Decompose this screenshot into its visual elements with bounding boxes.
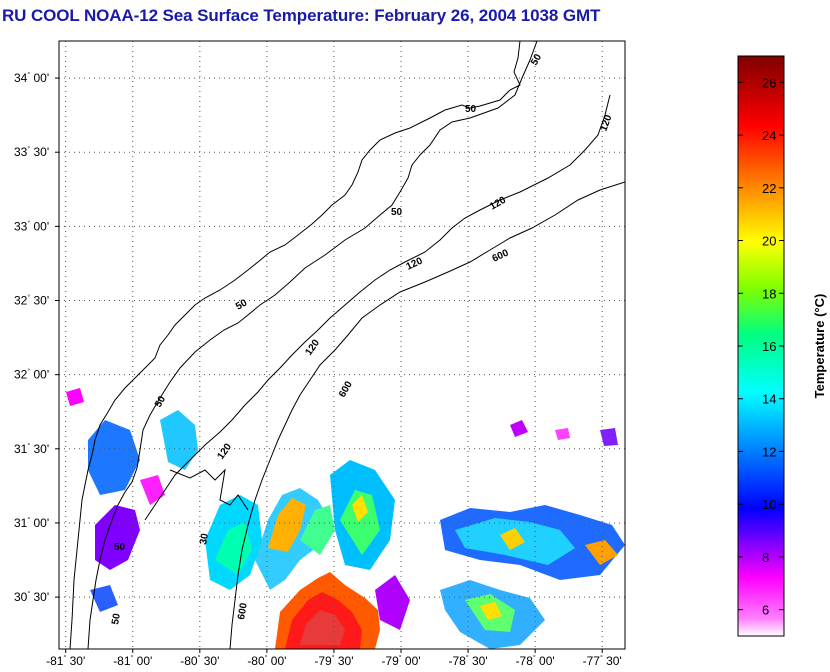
lat-tick-label: 32° 30' xyxy=(14,294,49,308)
colorbar-tick-label: 14 xyxy=(762,392,776,407)
contour-label-120-c: 120 xyxy=(405,256,425,273)
lon-tick-label: -79° 00' xyxy=(381,654,420,668)
lon-tick-label: -80° 00' xyxy=(247,654,286,668)
contour-label-600-c: 600 xyxy=(236,602,250,621)
latitude-axis: 34° 00' 33° 30' 33° 00' 32° 30' 32° 00' 31° 3… xyxy=(14,71,59,604)
contour-label-120-e: 120 xyxy=(215,441,234,461)
inshore-magenta xyxy=(140,475,165,505)
contour-label-600-b: 600 xyxy=(337,379,355,399)
coastline xyxy=(69,41,521,649)
map-frame xyxy=(58,40,626,650)
east-magenta-2 xyxy=(600,428,618,446)
lon-tick-label: -81° 30' xyxy=(46,654,85,668)
shelf-edge-warm xyxy=(268,498,306,552)
colorbar-tick-label: 12 xyxy=(762,444,776,459)
inshore-patch xyxy=(95,505,140,570)
lat-tick-label: 30° 30' xyxy=(14,590,49,604)
lat-tick-label: 34° 00' xyxy=(14,71,49,85)
lon-tick-label: -78° 30' xyxy=(449,654,488,668)
colorbar-tick-label: 6 xyxy=(762,603,769,618)
lon-tick-label: -77° 30' xyxy=(583,654,622,668)
isobath-600 xyxy=(229,181,625,649)
contour-label-50-f: 50 xyxy=(110,612,123,625)
inshore-cyan xyxy=(160,410,198,470)
contour-label-50-b: 50 xyxy=(391,207,403,218)
isobath-contour-west xyxy=(169,468,249,511)
east-magenta xyxy=(510,420,528,437)
colorbar-gradient xyxy=(737,55,785,637)
colorbar-tick-label: 18 xyxy=(762,286,776,301)
contour-label-50-c: 50 xyxy=(234,297,250,312)
east-magenta-3 xyxy=(555,428,570,440)
contour-label-50-a: 50 xyxy=(465,104,477,115)
map-title: RU COOL NOAA-12 Sea Surface Temperature:… xyxy=(2,6,601,25)
southeast-yellow xyxy=(480,602,502,620)
inshore-blue xyxy=(88,420,140,495)
purple-fringe xyxy=(375,575,410,630)
contour-label-50-d: 50 xyxy=(153,394,168,410)
lat-tick-label: 31° 30' xyxy=(14,442,49,456)
lon-tick-label: -78° 00' xyxy=(516,654,555,668)
cold-north-dot xyxy=(66,388,84,406)
inshore-blue-2 xyxy=(90,585,118,612)
mid-shelf-green xyxy=(215,522,252,575)
sst-data-layer xyxy=(66,388,625,649)
longitude-axis: -81° 30' -81° 00' -80° 30' -80° 00' -79° 30'… xyxy=(46,649,622,668)
contour-label-120-a: 120 xyxy=(598,113,614,133)
isobath-120 xyxy=(144,94,611,521)
contour-label-600-a: 600 xyxy=(491,248,511,265)
colorbar-tick-label: 24 xyxy=(762,128,776,143)
east-yellow xyxy=(500,528,525,550)
lat-tick-label: 33° 00' xyxy=(14,219,49,233)
lon-tick-label: -79° 30' xyxy=(314,654,353,668)
colorbar-ticks: 6 8 10 12 14 16 18 20 22 24 26 xyxy=(738,75,784,618)
bathymetry-layer xyxy=(69,41,625,649)
central-yellow xyxy=(352,495,368,522)
lat-tick-label: 32° 00' xyxy=(14,368,49,382)
contour-label-50-north: 50 xyxy=(529,52,544,68)
colorbar-tick-label: 8 xyxy=(762,550,769,565)
lat-tick-label: 31° 00' xyxy=(14,516,49,530)
lat-tick-label: 33° 30' xyxy=(14,145,49,159)
isobath-50 xyxy=(87,41,538,649)
shelf-edge-green xyxy=(300,505,335,555)
contour-label-50-e: 50 xyxy=(114,542,126,553)
contour-label-120-b: 120 xyxy=(488,195,508,213)
colorbar-tick-label: 20 xyxy=(762,234,776,249)
lon-tick-label: -81° 00' xyxy=(113,654,152,668)
colorbar: 6 8 10 12 14 16 18 20 22 24 26 Temperature (°C) xyxy=(737,55,827,637)
colorbar-tick-label: 10 xyxy=(762,497,776,512)
east-orange xyxy=(585,540,618,565)
colorbar-label: Temperature (°C) xyxy=(812,294,827,399)
contour-label-30: 30 xyxy=(198,532,211,545)
colorbar-tick-label: 22 xyxy=(762,181,776,196)
colorbar-tick-label: 26 xyxy=(762,75,776,90)
lon-tick-label: -80° 30' xyxy=(180,654,219,668)
colorbar-tick-label: 16 xyxy=(762,339,776,354)
